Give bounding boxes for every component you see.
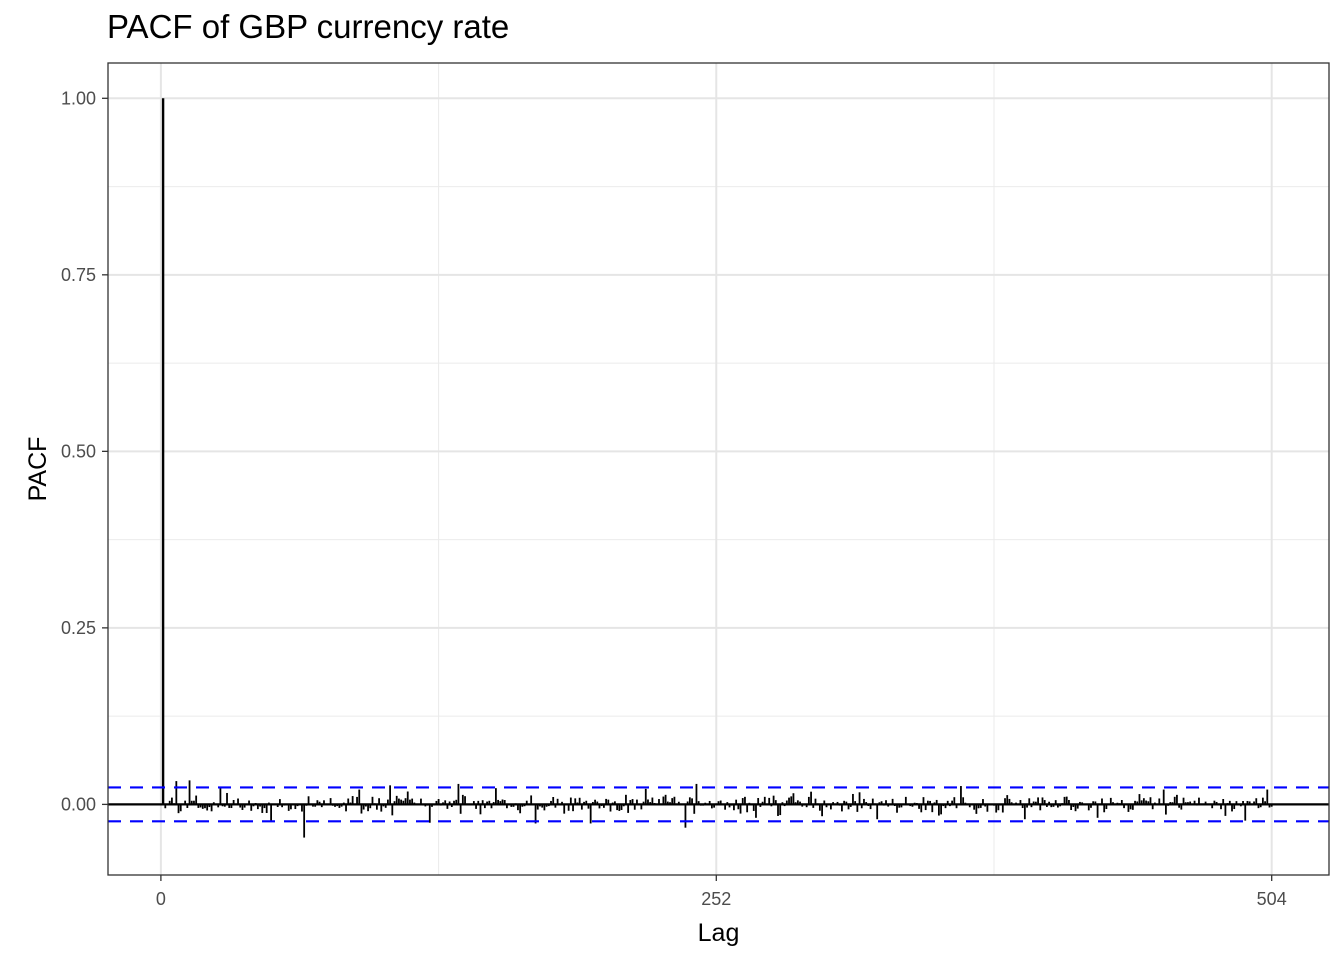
chart-title: PACF of GBP currency rate xyxy=(107,8,510,45)
x-tick-label: 504 xyxy=(1257,889,1287,909)
y-tick-label: 1.00 xyxy=(61,88,96,108)
y-tick-label: 0.25 xyxy=(61,618,96,638)
y-axis-title: PACF xyxy=(24,437,52,502)
x-tick-label: 0 xyxy=(156,889,166,909)
x-tick-label: 252 xyxy=(701,889,731,909)
y-tick-label: 0.00 xyxy=(61,794,96,814)
panel-border xyxy=(107,62,1330,876)
x-axis-title: Lag xyxy=(698,919,740,947)
y-tick-label: 0.50 xyxy=(61,441,96,461)
plot-panel xyxy=(108,63,1329,875)
y-tick-label: 0.75 xyxy=(61,265,96,285)
